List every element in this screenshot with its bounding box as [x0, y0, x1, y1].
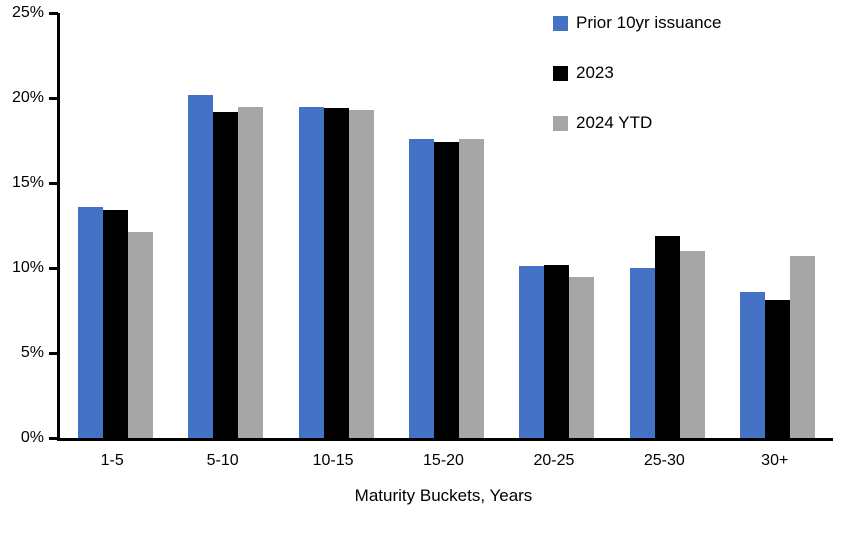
bar: [458, 138, 484, 438]
bar: [213, 111, 239, 438]
legend-swatch-icon: [553, 15, 568, 31]
bar: [102, 210, 128, 438]
legend-label: 2024 YTD: [576, 113, 653, 132]
y-axis-tick: [49, 96, 58, 100]
bar: [238, 106, 264, 438]
legend-label: 2023: [576, 63, 614, 82]
bar: [77, 206, 103, 438]
bar-group-1-5: [60, 13, 170, 438]
bar: [740, 291, 766, 438]
y-axis-tick-label: 0%: [20, 429, 44, 446]
bar: [569, 276, 595, 438]
bar: [654, 235, 680, 438]
x-axis-tick-label: 5-10: [206, 452, 239, 469]
legend-swatch-icon: [553, 115, 568, 131]
bar: [408, 138, 434, 438]
bar: [127, 232, 153, 438]
x-axis-tick-label: 1-5: [100, 452, 124, 469]
x-axis-tick-label: 20-25: [533, 452, 575, 469]
plot-area: [49, 11, 833, 441]
y-axis-tick: [49, 181, 58, 185]
legend: Prior 10yr issuance 2023 2024 YTD: [553, 13, 722, 133]
bar: [790, 256, 816, 438]
bar: [298, 106, 324, 438]
bar: [519, 266, 545, 438]
y-axis-tick: [49, 11, 58, 15]
x-axis-tick-label: 10-15: [312, 452, 354, 469]
bar: [348, 109, 374, 438]
bar-group-25-30: [612, 13, 722, 438]
bar: [323, 108, 349, 438]
x-axis-tick-label: 25-30: [643, 452, 685, 469]
x-axis-title: Maturity Buckets, Years: [354, 486, 533, 505]
y-axis-tick-labels: 0% 5% 10% 15% 20% 25%: [0, 4, 44, 446]
y-axis-tick: [49, 436, 58, 440]
y-axis-tick-label: 5%: [20, 344, 44, 361]
y-axis-tick: [49, 266, 58, 270]
legend-label: Prior 10yr issuance: [576, 13, 722, 32]
bar-group-30+: [723, 13, 833, 438]
legend-item: 2024 YTD: [553, 113, 722, 133]
bar-group-5-10: [170, 13, 280, 438]
y-axis-tick-label: 10%: [11, 259, 44, 276]
bar-group-20-25: [502, 13, 612, 438]
y-axis-tick-label: 25%: [11, 4, 44, 21]
bar-group-10-15: [281, 13, 391, 438]
y-axis-tick-label: 15%: [11, 174, 44, 191]
legend-swatch-icon: [553, 65, 568, 81]
bar-group-15-20: [391, 13, 501, 438]
bar: [629, 268, 655, 438]
bar: [188, 94, 214, 438]
bar: [433, 142, 459, 438]
x-axis-tick-labels: 1-5 5-10 10-15 15-20 20-25 25-30 30+: [57, 452, 830, 470]
x-axis-tick-label: 30+: [761, 452, 789, 469]
bar: [679, 251, 705, 438]
legend-item: Prior 10yr issuance: [553, 13, 722, 33]
legend-item: 2023: [553, 63, 722, 83]
y-axis-tick-label: 20%: [11, 89, 44, 106]
bar: [765, 300, 791, 438]
x-axis-tick-label: 15-20: [423, 452, 464, 469]
y-axis-tick: [49, 351, 58, 355]
bar: [544, 264, 570, 438]
